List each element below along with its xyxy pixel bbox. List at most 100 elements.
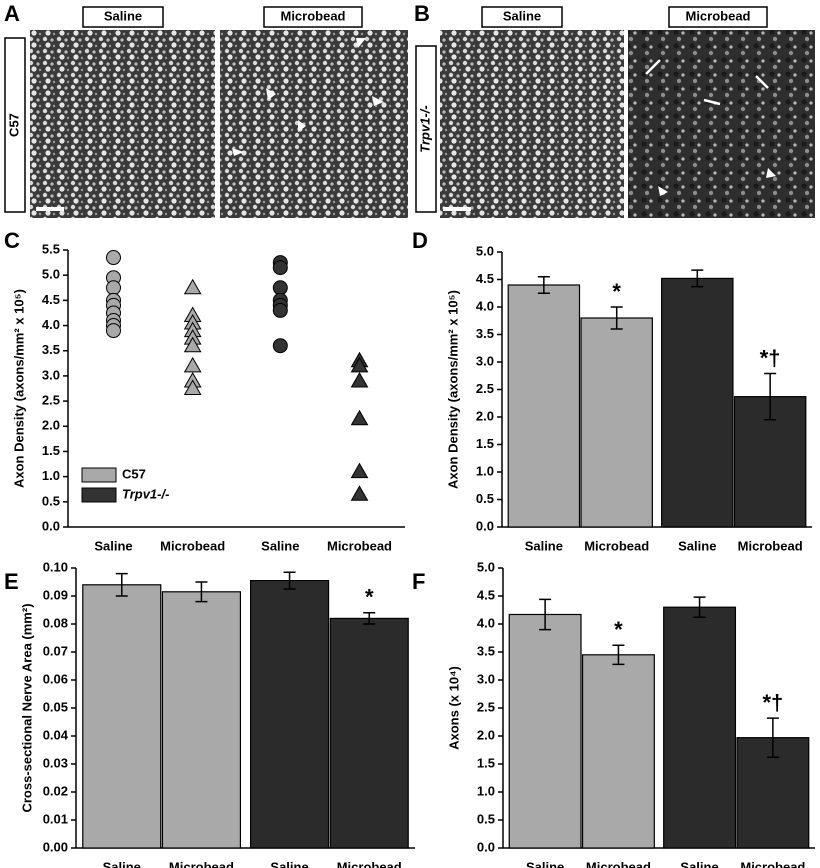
point <box>350 409 369 426</box>
bar <box>507 284 581 528</box>
y-axis-label: Axons (x 10⁴) <box>446 666 461 750</box>
column-label: Saline <box>104 8 142 23</box>
error-bar <box>195 581 208 603</box>
y-tick-label: 4.5 <box>477 587 495 602</box>
column-label: Microbead <box>685 8 750 23</box>
y-tick-label: 2.5 <box>476 381 494 396</box>
x-tick-label: Saline <box>525 538 563 553</box>
y-tick-label: 0.04 <box>43 727 69 742</box>
y-tick-label: 0.10 <box>43 559 68 574</box>
label-box <box>415 45 437 213</box>
annotation: * <box>614 617 623 642</box>
panel-letter: E <box>4 569 19 594</box>
point <box>183 379 202 395</box>
y-tick-label: 0.0 <box>476 518 494 533</box>
x-tick-label: Saline <box>680 859 718 868</box>
micrograph <box>628 30 815 218</box>
y-tick-label: 1.0 <box>477 783 495 798</box>
point <box>350 462 369 479</box>
y-axis-label: Axon Density (axons/mm² x 10⁵) <box>445 290 460 489</box>
legend-label: C57 <box>122 466 146 481</box>
x-tick-label: Saline <box>261 538 299 553</box>
point <box>105 323 121 339</box>
y-axis-label: Axon Density (axons/mm² x 10⁵) <box>11 289 26 488</box>
y-tick-label: 3.5 <box>42 342 60 357</box>
bar <box>329 617 409 849</box>
row-label: Trpv1-/- <box>417 105 432 152</box>
micrograph <box>30 30 215 218</box>
y-tick-label: 3.5 <box>477 643 495 658</box>
y-tick-label: 5.0 <box>477 559 495 574</box>
y-tick-label: 0.05 <box>43 699 68 714</box>
panel-letter: B <box>414 1 430 26</box>
y-tick-label: 0.00 <box>43 839 68 854</box>
point <box>183 278 202 295</box>
bar <box>663 606 737 849</box>
y-tick-label: 0.09 <box>43 587 68 602</box>
error-bar <box>283 571 296 590</box>
x-tick-label: Microbead <box>337 859 402 868</box>
point <box>105 250 121 266</box>
y-tick-label: 4.5 <box>476 271 494 286</box>
panel-letter: C <box>4 228 20 253</box>
point <box>105 280 121 296</box>
arrowheads <box>232 38 776 196</box>
scale-bar <box>36 207 64 211</box>
y-tick-label: 2.5 <box>477 699 495 714</box>
annotation: *† <box>762 690 783 715</box>
y-tick-label: 0.03 <box>43 755 68 770</box>
y-tick-label: 0.0 <box>42 518 60 533</box>
legend-swatch <box>81 487 117 503</box>
point <box>272 302 288 318</box>
x-tick-label: Microbead <box>738 538 803 553</box>
label-box <box>82 6 164 28</box>
label-box <box>4 37 26 213</box>
y-tick-label: 0.08 <box>43 615 68 630</box>
panel-letter: D <box>412 228 428 253</box>
bar <box>249 579 330 849</box>
y-tick-label: 4.0 <box>476 298 494 313</box>
y-tick-label: 0.5 <box>477 811 495 826</box>
point <box>350 485 369 501</box>
y-tick-label: 3.0 <box>42 367 60 382</box>
label-box <box>263 6 363 28</box>
bar <box>161 591 242 849</box>
y-tick-label: 2.0 <box>42 418 60 433</box>
y-tick-label: 0.01 <box>43 811 68 826</box>
y-tick-label: 3.5 <box>476 326 494 341</box>
y-tick-label: 5.5 <box>42 241 60 256</box>
bar <box>581 654 655 849</box>
y-tick-label: 1.5 <box>477 755 495 770</box>
x-tick-label: Saline <box>103 859 141 868</box>
y-tick-label: 1.0 <box>476 463 494 478</box>
x-tick-label: Microbead <box>740 859 805 868</box>
row-label: C57 <box>6 113 21 137</box>
x-tick-label: Microbead <box>586 859 651 868</box>
legend-label: Trpv1-/- <box>122 486 169 501</box>
y-tick-label: 4.0 <box>477 615 495 630</box>
point <box>272 260 288 276</box>
x-tick-label: Saline <box>94 538 132 553</box>
error-bar <box>537 276 550 294</box>
y-tick-label: 2.5 <box>42 393 60 408</box>
y-tick-label: 0.07 <box>43 643 68 658</box>
y-tick-label: 4.0 <box>42 317 60 332</box>
x-tick-label: Saline <box>526 859 564 868</box>
y-tick-label: 0.5 <box>476 491 494 506</box>
y-tick-label: 3.0 <box>476 353 494 368</box>
arrows <box>645 59 769 106</box>
y-axis-label: Cross-sectional Nerve Area (mm²) <box>19 603 34 812</box>
y-tick-label: 5.0 <box>42 267 60 282</box>
point <box>183 356 202 373</box>
y-tick-label: 2.0 <box>477 727 495 742</box>
point <box>350 356 369 373</box>
legend-swatch <box>81 467 117 483</box>
y-tick-label: 0.06 <box>43 671 68 686</box>
micrograph <box>220 30 408 218</box>
x-tick-label: Microbead <box>584 538 649 553</box>
error-bar <box>539 598 552 631</box>
scale-bar <box>443 207 471 211</box>
y-tick-label: 3.0 <box>477 671 495 686</box>
annotation: *† <box>760 345 781 370</box>
x-tick-label: Microbead <box>160 538 225 553</box>
